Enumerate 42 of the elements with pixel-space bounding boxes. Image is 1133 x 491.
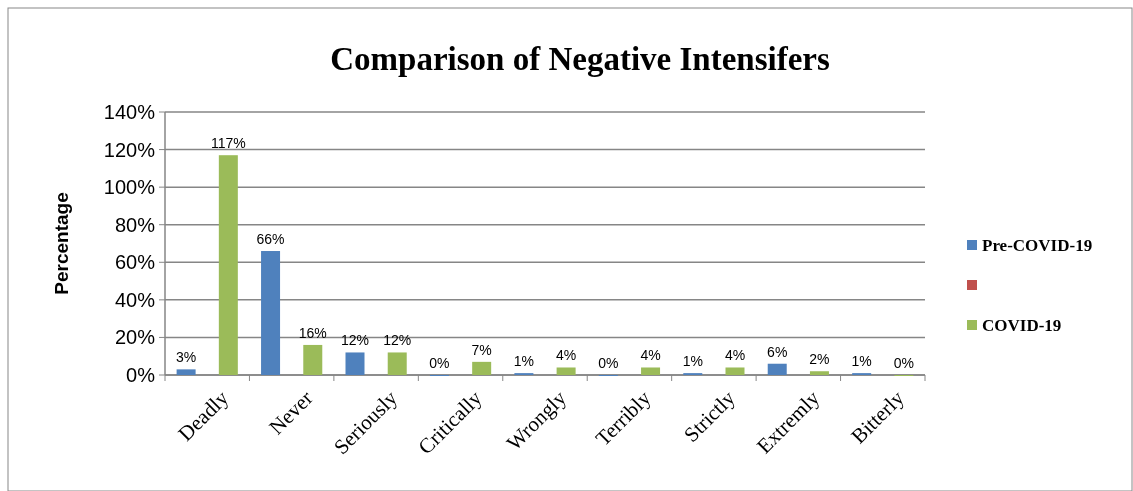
bar: [387, 352, 407, 375]
bar: [767, 363, 787, 375]
bar: [218, 155, 238, 375]
data-label: 3%: [175, 349, 197, 366]
bar: [725, 367, 745, 375]
y-tick-label: 80%: [114, 213, 156, 236]
y-tick-label: 140%: [103, 101, 156, 123]
data-label: 16%: [298, 324, 327, 341]
y-tick-label: 20%: [114, 326, 156, 349]
data-label: 4%: [724, 347, 746, 364]
data-label: 0%: [893, 355, 915, 371]
data-label: 2%: [809, 351, 830, 368]
y-axis-title: Percentage: [51, 192, 72, 295]
legend-label: COVID-19: [982, 315, 1062, 335]
data-label: 12%: [383, 332, 412, 349]
bar: [345, 352, 365, 375]
data-label: 0%: [598, 355, 619, 371]
data-label: 66%: [256, 231, 285, 248]
y-tick-label: 100%: [103, 176, 156, 199]
bar: [556, 367, 576, 375]
chart-title: Comparison of Negative Intensifers: [330, 41, 830, 77]
bar: [176, 369, 196, 375]
data-label: 117%: [210, 135, 246, 152]
bar: [472, 361, 492, 375]
data-label: 12%: [340, 332, 370, 349]
y-tick-label: 0%: [126, 364, 156, 386]
data-label: 1%: [682, 353, 703, 370]
data-label: 0%: [429, 355, 450, 371]
data-label: 4%: [555, 347, 577, 364]
bar: [809, 371, 829, 375]
bar: [303, 344, 323, 375]
y-tick-label: 40%: [114, 288, 156, 311]
bar: [261, 251, 281, 375]
data-label: 1%: [851, 353, 872, 370]
data-label: 7%: [471, 341, 492, 358]
y-tick-label: 60%: [114, 251, 156, 274]
y-tick-label: 120%: [103, 138, 156, 161]
data-label: 1%: [513, 353, 535, 370]
data-label: 4%: [640, 347, 661, 364]
legend-label: Pre-COVID-19: [982, 235, 1093, 255]
bar: [641, 367, 661, 375]
data-label: 6%: [767, 343, 788, 360]
